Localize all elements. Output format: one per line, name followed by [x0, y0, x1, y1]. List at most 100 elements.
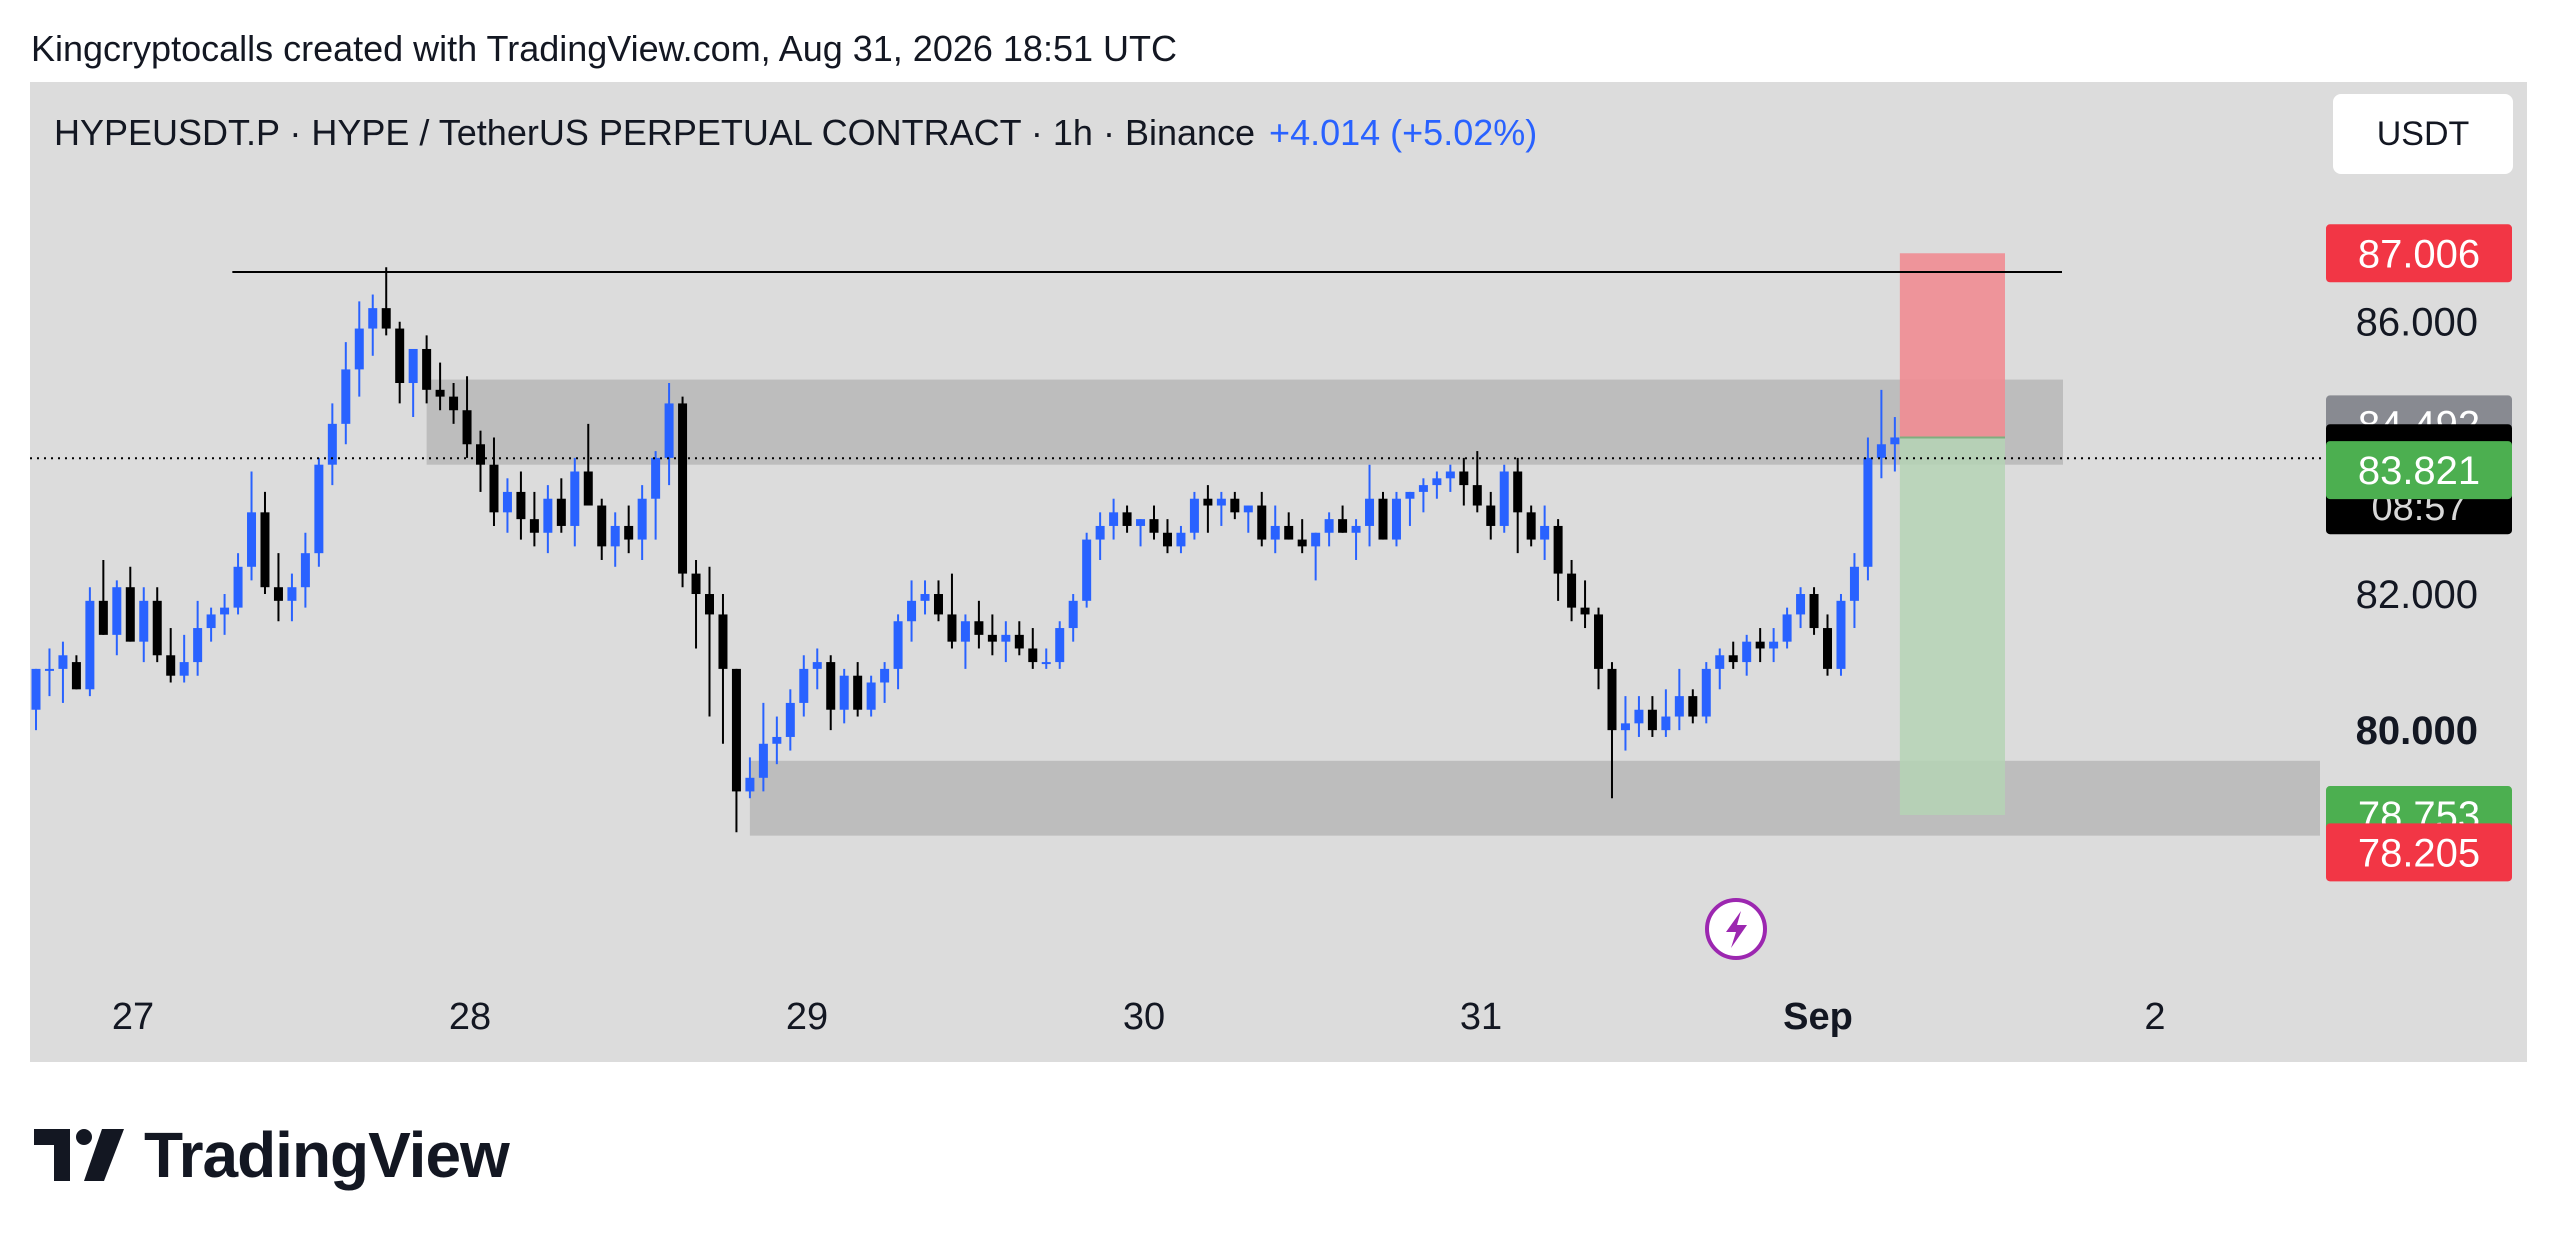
candle[interactable]	[422, 335, 432, 404]
candle[interactable]	[529, 491, 539, 547]
candle[interactable]	[179, 634, 189, 683]
lightning-icon[interactable]	[1705, 898, 1767, 960]
candle[interactable]	[799, 655, 809, 717]
candle[interactable]	[1890, 417, 1900, 472]
candle[interactable]	[1365, 464, 1375, 547]
candle[interactable]	[1041, 648, 1051, 669]
candle[interactable]	[1863, 437, 1873, 581]
candle[interactable]	[314, 457, 324, 567]
candle[interactable]	[1095, 512, 1105, 560]
candle[interactable]	[570, 457, 580, 547]
candle[interactable]	[368, 294, 378, 356]
candle[interactable]	[1459, 457, 1469, 506]
stop-loss-zone[interactable]	[1899, 253, 2005, 438]
candle[interactable]	[718, 594, 728, 744]
candle[interactable]	[341, 342, 351, 445]
candle[interactable]	[651, 451, 661, 540]
candle[interactable]	[1607, 662, 1617, 799]
candle[interactable]	[1109, 498, 1119, 540]
candle[interactable]	[731, 668, 741, 833]
candle[interactable]	[1796, 587, 1806, 629]
candle[interactable]	[1849, 553, 1859, 629]
candle[interactable]	[1445, 464, 1455, 492]
candle[interactable]	[812, 648, 822, 690]
candle[interactable]	[1216, 491, 1226, 526]
candle[interactable]	[597, 498, 607, 560]
price-label[interactable]: 87.006	[2326, 224, 2512, 283]
candle[interactable]	[152, 587, 162, 663]
candle[interactable]	[273, 553, 283, 622]
candle[interactable]	[1270, 505, 1280, 554]
candle[interactable]	[1755, 628, 1765, 663]
candle[interactable]	[1647, 696, 1657, 737]
candle[interactable]	[1136, 519, 1146, 547]
supply-zone[interactable]	[426, 379, 2063, 465]
candle[interactable]	[1674, 668, 1684, 731]
candle[interactable]	[502, 478, 512, 533]
demand-zone[interactable]	[749, 760, 2321, 836]
candle[interactable]	[1809, 587, 1819, 635]
candle[interactable]	[1122, 505, 1132, 533]
candle[interactable]	[960, 614, 970, 669]
candle[interactable]	[866, 675, 876, 717]
candle[interactable]	[1526, 505, 1536, 547]
candle[interactable]	[1472, 451, 1482, 513]
candle[interactable]	[395, 321, 405, 404]
candle[interactable]	[1553, 519, 1563, 601]
candle[interactable]	[112, 580, 122, 656]
candle[interactable]	[1876, 389, 1886, 479]
candle[interactable]	[408, 348, 418, 418]
candle[interactable]	[1149, 505, 1159, 540]
candle[interactable]	[907, 580, 917, 642]
candle[interactable]	[947, 573, 957, 649]
candle[interactable]	[1378, 491, 1388, 540]
candle[interactable]	[1001, 621, 1011, 663]
candle[interactable]	[1297, 519, 1307, 554]
candle[interactable]	[1782, 607, 1792, 649]
candle[interactable]	[556, 478, 566, 533]
candle[interactable]	[449, 383, 459, 424]
candle[interactable]	[1257, 491, 1267, 547]
candle[interactable]	[354, 301, 364, 397]
candle[interactable]	[1243, 505, 1253, 533]
candle[interactable]	[233, 553, 243, 615]
candle[interactable]	[1338, 505, 1348, 533]
candle[interactable]	[206, 607, 216, 642]
candle[interactable]	[826, 655, 836, 731]
candle[interactable]	[745, 757, 755, 799]
candle[interactable]	[220, 594, 230, 635]
candle[interactable]	[624, 505, 634, 554]
candle[interactable]	[1068, 594, 1078, 642]
candle[interactable]	[839, 668, 849, 724]
candle[interactable]	[987, 614, 997, 656]
candle[interactable]	[1189, 491, 1199, 540]
candle[interactable]	[637, 485, 647, 560]
candle[interactable]	[1351, 519, 1361, 560]
candle[interactable]	[58, 641, 68, 703]
candle[interactable]	[543, 485, 553, 554]
candle[interactable]	[1728, 641, 1738, 669]
candle[interactable]	[1028, 628, 1038, 669]
candle[interactable]	[1284, 512, 1294, 540]
candle[interactable]	[462, 376, 472, 458]
candle[interactable]	[1661, 689, 1671, 737]
candle[interactable]	[489, 437, 499, 526]
candle[interactable]	[1055, 621, 1065, 669]
candle[interactable]	[1620, 696, 1630, 751]
candle[interactable]	[381, 267, 391, 336]
candle[interactable]	[1014, 621, 1024, 656]
candle[interactable]	[98, 559, 108, 635]
candle[interactable]	[758, 702, 768, 792]
candle[interactable]	[287, 573, 297, 622]
candle[interactable]	[1432, 471, 1442, 499]
candle[interactable]	[1580, 580, 1590, 629]
candle[interactable]	[1311, 532, 1321, 581]
candle[interactable]	[1176, 525, 1186, 554]
candle[interactable]	[516, 471, 526, 540]
candle[interactable]	[476, 430, 486, 492]
candle[interactable]	[772, 716, 782, 765]
candle[interactable]	[920, 580, 930, 615]
candle[interactable]	[1688, 689, 1698, 724]
candle[interactable]	[247, 471, 257, 581]
